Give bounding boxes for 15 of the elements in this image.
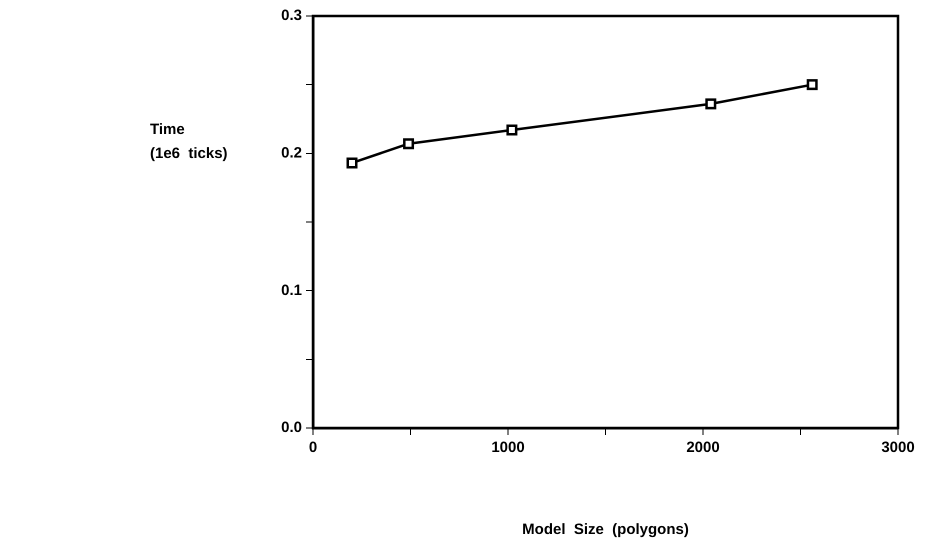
y-tick-label: 0.2: [281, 144, 302, 162]
y-tick-label: 0.1: [281, 282, 302, 299]
y-tick-label: 0.3: [281, 7, 302, 24]
x-axis-title: Model Size (polygons): [522, 521, 689, 538]
y-tick-label: 0.0: [281, 419, 302, 436]
x-tick-label: 3000: [881, 439, 915, 456]
y-axis-title: Time (1e6 ticks): [150, 121, 228, 162]
point: [403, 138, 414, 150]
x-tick-label: 0: [308, 439, 318, 456]
point: [346, 157, 358, 168]
point: [506, 124, 518, 136]
point: [806, 79, 818, 90]
x-tick-label: 2000: [686, 439, 720, 456]
x-tick-label: 1000: [491, 439, 525, 456]
point: [705, 98, 716, 110]
